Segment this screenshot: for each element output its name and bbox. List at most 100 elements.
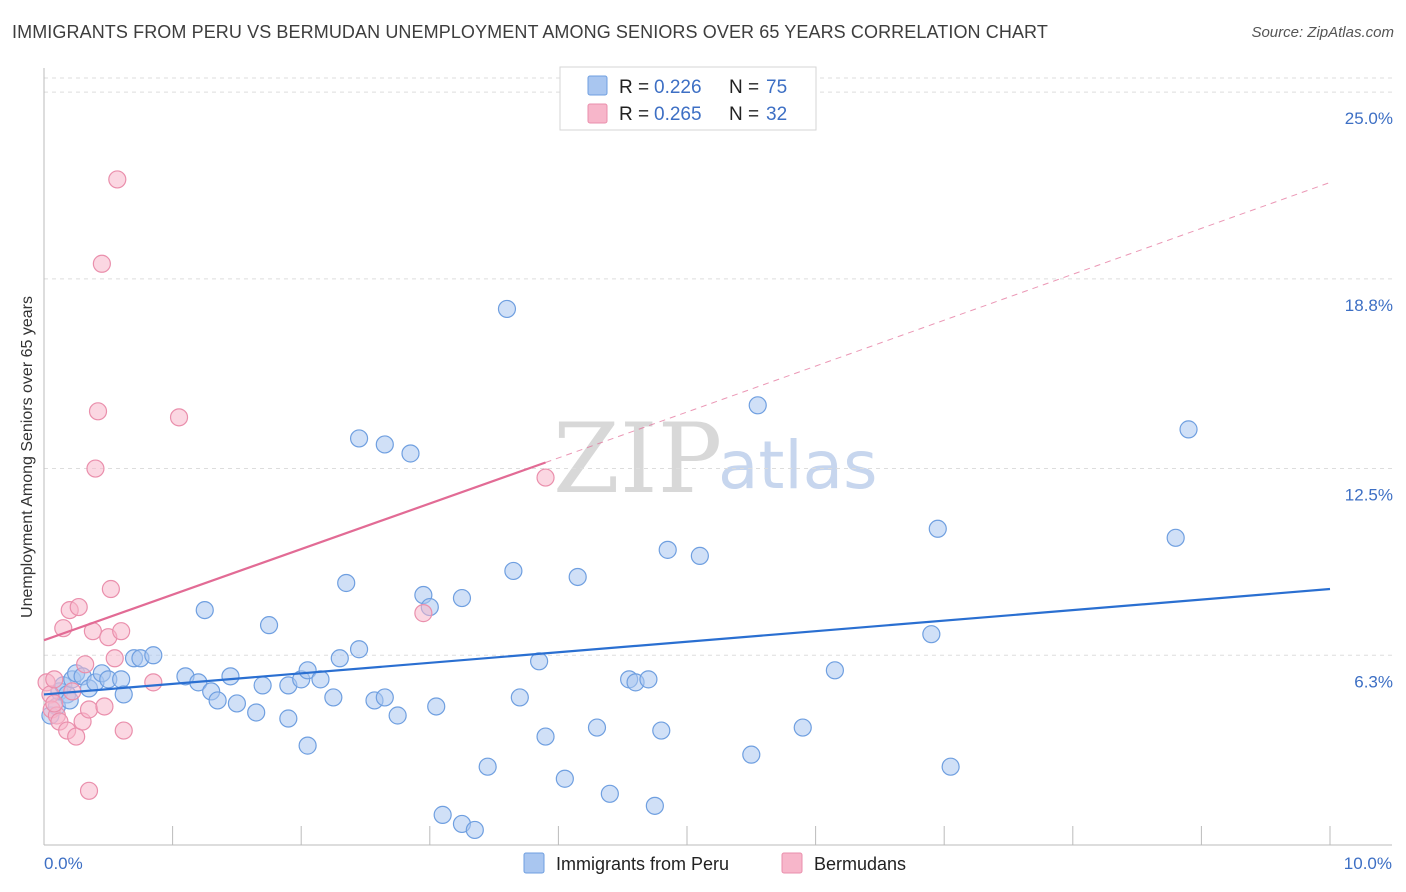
legend-r-label-peru: R = (619, 77, 649, 98)
peru-point-68 (742, 745, 761, 764)
peru-point-33 (311, 670, 330, 689)
watermark-atlas: atlas (718, 427, 878, 504)
bermudans-point-22 (105, 649, 124, 668)
bermudans-point-17 (88, 402, 108, 421)
peru-point-40 (375, 688, 394, 707)
x-ticks (43, 826, 1331, 845)
bermudans-point-26 (79, 781, 99, 800)
peru-point-52 (497, 299, 517, 319)
trend-lines (43, 181, 1331, 696)
peru-point-32 (298, 736, 317, 755)
bermudans-point-13 (76, 655, 95, 674)
legend-r-value-peru: 0.226 (654, 77, 702, 98)
trend-line-peru (43, 587, 1331, 696)
peru-point-60 (600, 784, 619, 803)
peru-point-13 (112, 670, 131, 689)
peru-point-35 (330, 649, 349, 668)
x-tick-label-max: 10.0% (1344, 854, 1392, 873)
bermudans-point-28 (169, 408, 189, 427)
legend-n-value-peru: 75 (766, 77, 787, 98)
peru-point-69 (748, 396, 767, 415)
series-legend-swatch-bermudans (781, 852, 803, 874)
bermudans-point-11 (69, 597, 88, 617)
watermark-zip: ZIP (553, 403, 722, 515)
peru-point-72 (922, 625, 941, 644)
x-tick-label-min: 0.0% (44, 854, 83, 873)
peru-point-63 (639, 670, 658, 689)
bermudans-point-16 (86, 459, 105, 478)
peru-point-38 (349, 429, 369, 448)
legend-swatch-bermudans (587, 103, 608, 124)
peru-point-75 (1166, 528, 1185, 547)
series-legend: Immigrants from Peru Bermudans (523, 852, 906, 874)
y-tick-label-3: 25.0% (1345, 109, 1393, 128)
peru-point-46 (427, 697, 446, 716)
peru-point-67 (690, 546, 709, 565)
peru-point-22 (208, 691, 227, 710)
legend-r-value-bermudans: 0.265 (654, 104, 702, 125)
bermudans-point-24 (112, 622, 131, 641)
legend-n-value-bermudans: 32 (766, 104, 787, 125)
peru-point-37 (349, 640, 369, 659)
peru-point-17 (144, 646, 163, 665)
stats-legend: R = 0.226 N = 75 R = 0.265 N = 32 (559, 66, 817, 131)
y-tick-label-0: 6.3% (1354, 672, 1393, 691)
trend-line-extension-bermudans (545, 181, 1331, 463)
peru-point-26 (253, 676, 272, 695)
peru-point-53 (504, 561, 523, 581)
peru-point-25 (247, 703, 266, 722)
source-credit: Source: ZipAtlas.com (1251, 24, 1394, 41)
peru-point-14 (114, 685, 133, 704)
peru-point-31 (298, 661, 317, 680)
chart-title: IMMIGRANTS FROM PERU VS BERMUDAN UNEMPLO… (12, 22, 1048, 42)
y-tick-label-2: 18.8% (1345, 296, 1393, 315)
peru-point-70 (793, 718, 812, 737)
bermudans-point-21 (101, 579, 120, 599)
peru-point-27 (259, 616, 279, 635)
legend-swatch-peru (587, 75, 608, 96)
peru-point-66 (658, 540, 677, 559)
peru-point-71 (825, 661, 844, 680)
peru-point-23 (221, 667, 240, 686)
bermudans-point-29 (414, 604, 433, 623)
bermudans-point-30 (536, 468, 555, 487)
y-tick-label-1: 12.5% (1345, 486, 1393, 505)
peru-point-29 (279, 709, 298, 728)
bermudans-point-19 (95, 697, 114, 716)
peru-point-74 (941, 757, 960, 776)
peru-point-59 (587, 718, 607, 737)
peru-point-51 (478, 757, 497, 776)
peru-point-48 (452, 588, 472, 608)
peru-point-36 (337, 573, 356, 593)
peru-point-65 (652, 721, 671, 740)
bermudans-point-18 (92, 254, 111, 273)
bermudans-point-3 (45, 670, 64, 689)
data-points (37, 170, 1198, 840)
peru-point-19 (195, 600, 214, 620)
peru-point-58 (568, 567, 587, 587)
series-legend-label-peru: Immigrants from Peru (556, 854, 729, 874)
series-legend-swatch-peru (523, 852, 545, 874)
bermudans-point-14 (79, 700, 99, 719)
legend-r-label-bermudans: R = (619, 104, 649, 125)
y-axis-label: Unemployment Among Seniors over 65 years (19, 296, 36, 618)
series-peru (41, 299, 1198, 840)
series-bermudans (37, 170, 555, 800)
bermudans-point-31 (45, 694, 64, 713)
bermudans-point-27 (144, 673, 163, 692)
peru-point-34 (324, 688, 343, 707)
peru-point-56 (536, 727, 555, 746)
peru-point-57 (555, 769, 574, 788)
trend-line-bermudans (43, 461, 546, 642)
series-legend-label-bermudans: Bermudans (814, 854, 906, 874)
peru-point-47 (433, 805, 452, 824)
peru-point-43 (401, 444, 420, 463)
bermudans-point-23 (108, 170, 127, 189)
legend-n-label-bermudans: N = (729, 104, 759, 125)
peru-point-50 (465, 820, 484, 840)
peru-point-54 (510, 688, 529, 707)
peru-point-64 (645, 796, 664, 815)
bermudans-point-25 (114, 721, 133, 740)
peru-point-24 (227, 694, 246, 713)
